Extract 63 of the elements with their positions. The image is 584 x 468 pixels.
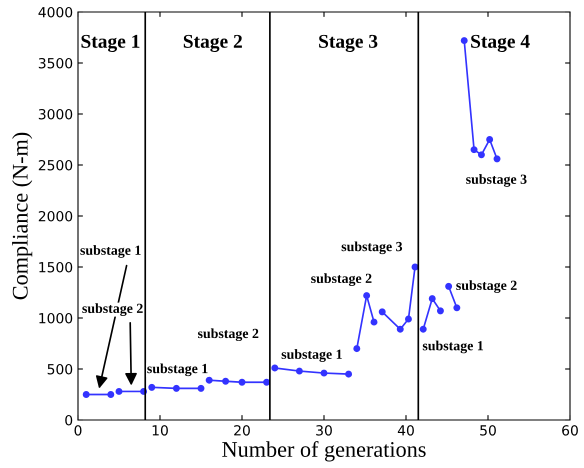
y-tick-label: 1000: [39, 312, 72, 324]
annotation: substage 2: [456, 280, 517, 293]
point: [148, 384, 156, 391]
annotation: substage 3: [342, 241, 402, 254]
x-tick-label: 60: [562, 425, 578, 436]
point: [198, 384, 204, 392]
point: [345, 370, 352, 378]
point: [238, 378, 246, 386]
point: [296, 368, 303, 375]
point: [116, 388, 122, 395]
point: [370, 318, 378, 326]
y-tick-label: 1500: [39, 262, 72, 272]
point: [353, 345, 360, 352]
point: [428, 295, 436, 302]
point: [470, 146, 478, 154]
point: [486, 136, 494, 143]
point: [363, 292, 370, 300]
annotation: Stage 2: [184, 34, 242, 52]
annotation: Stage 4: [471, 34, 530, 52]
annotation: substage 3: [466, 174, 527, 187]
point: [478, 151, 485, 158]
y-tick-label: 500: [48, 364, 72, 374]
y-tick-label: 2000: [38, 210, 72, 222]
annotation: substage 1: [147, 363, 208, 376]
y-tick-label: 4000: [38, 6, 72, 18]
y-tick-label: 3000: [38, 108, 72, 120]
point: [378, 308, 386, 316]
point: [404, 316, 412, 322]
point: [271, 364, 278, 372]
annotation: Stage 3: [319, 34, 378, 52]
y-tick-label: 2500: [38, 160, 72, 170]
x-tick-label: 40: [398, 425, 414, 436]
point: [172, 384, 180, 392]
y-tick-label: 3500: [38, 58, 72, 68]
point: [320, 370, 328, 377]
annotation: Stage 1: [81, 34, 140, 52]
annotation: substage 1: [80, 245, 141, 258]
point: [445, 282, 452, 290]
point: [494, 155, 500, 162]
point: [396, 326, 404, 333]
point: [453, 304, 460, 312]
point: [460, 37, 468, 44]
point: [436, 307, 444, 314]
point: [222, 378, 230, 385]
x-tick-label: 20: [234, 425, 250, 436]
x-tick-label: 10: [152, 425, 168, 436]
x-tick-label: 0: [74, 425, 82, 436]
point: [412, 264, 418, 270]
x-tick-label: 30: [316, 425, 332, 436]
point: [420, 326, 427, 333]
annotation: substage 2: [311, 273, 372, 286]
point: [107, 391, 114, 398]
y-tick-label: 0: [65, 414, 72, 426]
annotation: substage 1: [282, 349, 342, 362]
x-axis-title: Number of generations: [222, 441, 426, 462]
x-tick-label: 50: [480, 425, 496, 436]
point: [206, 376, 213, 384]
annotation: substage 2: [82, 303, 143, 316]
annotation: substage 2: [198, 328, 258, 342]
y-axis-title: Compliance (N-m): [12, 132, 32, 300]
point: [82, 391, 90, 398]
point: [263, 378, 270, 386]
annotation: substage 1: [422, 340, 484, 354]
